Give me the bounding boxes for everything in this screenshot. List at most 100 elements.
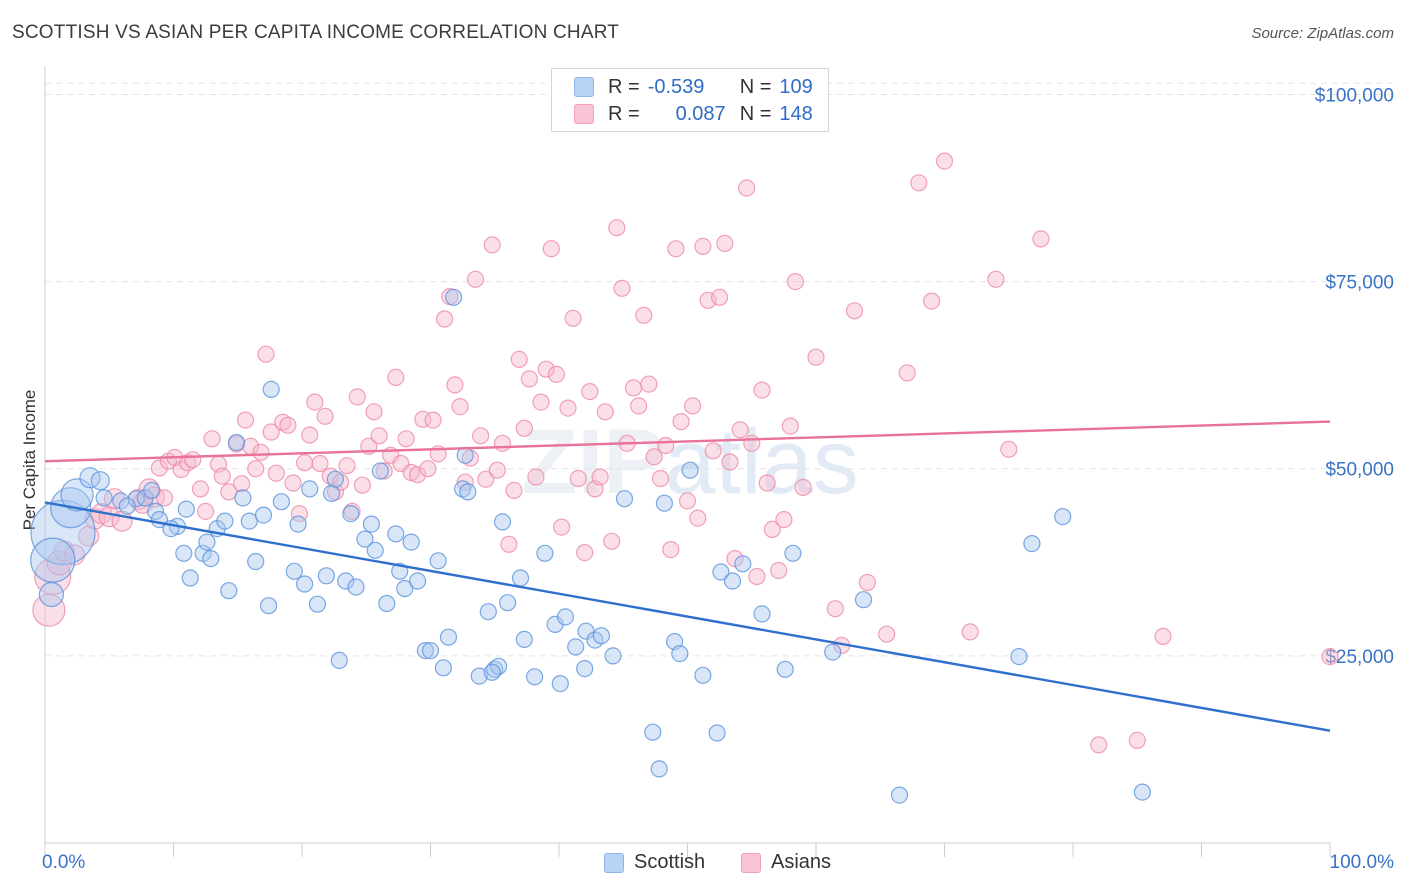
scottish-point: [650, 760, 668, 778]
y-tick-label: $100,000: [1315, 85, 1394, 106]
asians-point: [446, 376, 464, 394]
asians-point: [375, 462, 393, 480]
asians-point: [542, 240, 560, 258]
scottish-point: [576, 659, 594, 678]
asians-point: [678, 492, 697, 510]
asians-point: [257, 345, 275, 363]
scottish-point: [177, 500, 195, 518]
scottish-point: [216, 512, 234, 530]
legend-row-scottish: R = -0.539 N = 109: [574, 76, 813, 98]
asians-point: [306, 393, 324, 411]
series-legend: Scottish Asians: [0, 851, 1406, 877]
asians-point: [630, 397, 648, 415]
scottish-point: [592, 627, 611, 645]
scottish-point: [1133, 783, 1152, 801]
asians-point: [716, 234, 734, 252]
scottish-point: [454, 480, 472, 498]
scottish-point: [551, 674, 569, 693]
asians-point: [1321, 647, 1339, 666]
scottish-point: [493, 513, 512, 531]
asians-point: [338, 457, 356, 475]
scottish-point: [470, 667, 488, 685]
asians-point: [753, 381, 771, 399]
asians-point: [581, 383, 599, 401]
asians-point: [424, 411, 442, 429]
asians-point: [547, 365, 566, 383]
asians-point: [613, 279, 631, 297]
scottish-point: [308, 595, 326, 613]
scottish-point: [296, 575, 314, 593]
asians-point: [301, 426, 319, 444]
scottish-swatch: [604, 852, 624, 873]
scottish-point: [30, 499, 96, 566]
legend-row-asians: R = 0.087 N = 148: [574, 103, 813, 125]
asians-point: [704, 442, 722, 460]
stats-legend: R = -0.539 N = 109 R = 0.087 N = 148: [551, 68, 829, 132]
scottish-point: [317, 567, 335, 585]
scottish-point: [175, 544, 193, 562]
asians-point: [603, 532, 621, 550]
asians-swatch: [574, 104, 594, 124]
scottish-point: [181, 569, 199, 587]
asians-point: [748, 567, 766, 586]
trend-lines: [44, 420, 1331, 732]
asians-point: [472, 427, 490, 445]
scottish-point: [330, 651, 348, 670]
scottish-points: [30, 288, 1152, 804]
r-label: R =: [608, 102, 640, 125]
asians-point: [1128, 731, 1146, 750]
scottish-point: [429, 552, 447, 570]
asians-point: [515, 419, 533, 437]
asians-point: [510, 350, 528, 368]
scottish-point: [499, 594, 517, 612]
scottish-point: [734, 555, 752, 573]
watermark: ZIPatlas: [521, 411, 858, 513]
scottish-point: [220, 582, 238, 600]
scottish-point: [247, 552, 265, 571]
scottish-point: [198, 533, 216, 551]
asians-point: [961, 623, 979, 641]
x-tick-min: 0.0%: [42, 852, 86, 873]
scottish-point: [536, 544, 554, 562]
y-tick-label: $50,000: [1325, 460, 1394, 481]
asians-point: [402, 463, 420, 482]
scottish-point: [378, 594, 396, 613]
scottish-point: [577, 622, 595, 640]
asians-point: [737, 179, 756, 197]
scottish-point: [396, 579, 414, 598]
scottish-point: [753, 605, 771, 623]
scottish-point: [409, 572, 427, 590]
asians-point: [451, 398, 469, 416]
scottish-point: [254, 506, 273, 524]
asians-point: [640, 375, 658, 393]
r-value: -0.539: [647, 75, 705, 98]
scottish-point: [421, 641, 440, 660]
r-value: 0.087: [675, 102, 726, 125]
asians-point: [552, 518, 571, 536]
asians-point: [710, 288, 729, 306]
scottish-point: [90, 471, 110, 491]
asians-point: [284, 474, 302, 492]
scottish-point: [366, 541, 384, 559]
asians-point: [781, 417, 799, 435]
scottish-point: [644, 723, 662, 741]
asians-point: [576, 543, 594, 562]
source-label: Source: ZipAtlas.com: [1251, 25, 1394, 42]
asians-point: [213, 467, 231, 485]
scottish-swatch: [574, 77, 594, 97]
asians-point: [532, 393, 550, 411]
asians-point: [296, 454, 314, 472]
y-tick-label: $25,000: [1325, 647, 1394, 668]
asians-point: [233, 475, 251, 493]
scottish-point: [708, 724, 726, 742]
scottish-point: [1054, 507, 1072, 526]
asians-point: [184, 451, 202, 469]
asians-point: [1032, 230, 1050, 248]
scottish-point: [456, 446, 474, 464]
asians-point: [477, 470, 495, 488]
asians-point: [274, 413, 292, 431]
scottish-point: [95, 489, 113, 507]
scottish-point: [30, 537, 76, 583]
asians-point: [758, 474, 776, 492]
